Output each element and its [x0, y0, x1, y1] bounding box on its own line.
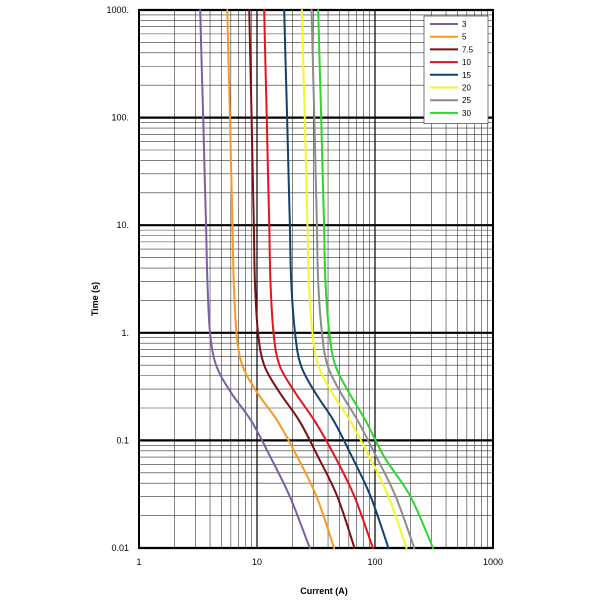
x-axis-label: Current (A): [300, 586, 348, 596]
series-lines: [199, 9, 434, 549]
x-tick-label: 1: [136, 557, 141, 567]
legend-label: 5: [462, 33, 467, 42]
series-line-15: [283, 9, 390, 549]
series-line-25: [310, 9, 416, 549]
legend-label: 25: [462, 96, 471, 105]
y-tick-label: 10.: [116, 220, 129, 230]
legend-label: 20: [462, 84, 471, 93]
series-line-20: [300, 9, 408, 549]
legend-label: 7.5: [462, 45, 474, 54]
legend-label: 15: [462, 71, 471, 80]
x-tick-label: 10: [252, 557, 262, 567]
y-tick-label: 0.1: [116, 435, 129, 445]
x-tick-label: 100: [367, 557, 382, 567]
y-tick-label: 1000.: [106, 5, 129, 15]
series-line-5: [226, 9, 336, 549]
series-line-3: [199, 9, 311, 549]
y-tick-label: 100.: [111, 113, 129, 123]
plot-frame: [138, 9, 494, 549]
tick-labels: 1 10 100 1000 0.01 0.1 1. 10. 100. 1000.: [106, 5, 503, 567]
x-tick-label: 1000: [483, 557, 503, 567]
legend-label: 10: [462, 58, 471, 67]
legend-label: 3: [462, 20, 467, 29]
legend-box: [423, 15, 489, 124]
legend: 3 5 7.5 10 15 20 25 30: [423, 15, 489, 124]
series-line-30: [317, 9, 434, 549]
y-tick-label: 0.01: [111, 543, 129, 553]
series-line-10: [263, 9, 374, 549]
legend-label: 30: [462, 109, 471, 118]
minor-gridlines: [139, 10, 493, 548]
y-axis-label: Time (s): [90, 282, 100, 316]
y-tick-label: 1.: [121, 328, 129, 338]
series-line-7-5: [248, 9, 356, 549]
